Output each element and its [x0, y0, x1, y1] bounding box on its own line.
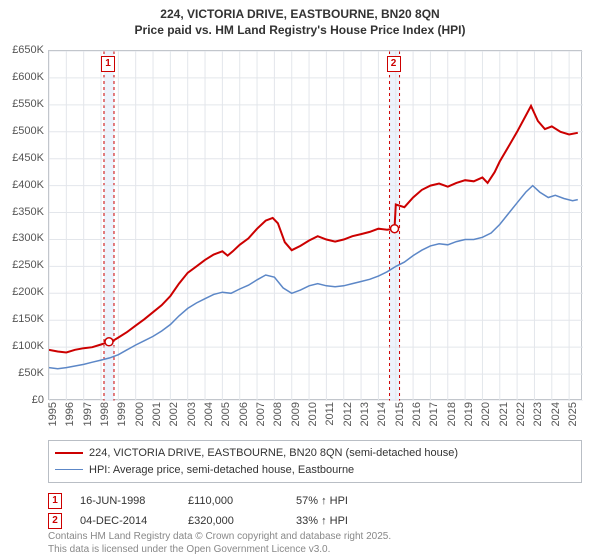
x-tick-label: 2012: [342, 402, 354, 426]
x-tick-label: 2013: [359, 402, 371, 426]
x-tick-label: 2006: [238, 402, 250, 426]
y-tick-label: £450K: [0, 152, 44, 164]
y-tick-label: £100K: [0, 340, 44, 352]
x-tick-label: 2007: [255, 402, 267, 426]
y-tick-label: £400K: [0, 179, 44, 191]
x-tick-label: 2009: [290, 402, 302, 426]
legend-swatch: [55, 452, 83, 454]
y-tick-label: £500K: [0, 125, 44, 137]
x-tick-label: 1996: [64, 402, 76, 426]
x-tick-label: 2011: [324, 402, 336, 426]
legend-box: 224, VICTORIA DRIVE, EASTBOURNE, BN20 8Q…: [48, 440, 582, 483]
legend-row: 224, VICTORIA DRIVE, EASTBOURNE, BN20 8Q…: [55, 445, 575, 462]
plot-border: [48, 50, 582, 400]
y-tick-label: £600K: [0, 71, 44, 83]
x-tick-label: 2004: [203, 402, 215, 426]
footer-line-1: Contains HM Land Registry data © Crown c…: [48, 530, 582, 543]
footer-line-2: This data is licensed under the Open Gov…: [48, 543, 582, 556]
x-tick-label: 2005: [220, 402, 232, 426]
sale-rows: 1 16-JUN-1998 £110,000 57% ↑ HPI 2 04-DEC-201…: [48, 491, 582, 531]
chart-area: £0£50K£100K£150K£200K£250K£300K£350K£400…: [48, 50, 582, 400]
x-tick-label: 2000: [134, 402, 146, 426]
x-tick-label: 1997: [82, 402, 94, 426]
chart-container: 224, VICTORIA DRIVE, EASTBOURNE, BN20 8Q…: [0, 0, 600, 560]
y-tick-label: £200K: [0, 286, 44, 298]
y-tick-label: £250K: [0, 259, 44, 271]
legend-swatch: [55, 469, 83, 470]
y-tick-label: £550K: [0, 98, 44, 110]
x-tick-label: 2014: [376, 402, 388, 426]
x-tick-label: 2021: [498, 402, 510, 426]
sale-marker-box: 1: [48, 493, 62, 509]
title-block: 224, VICTORIA DRIVE, EASTBOURNE, BN20 8Q…: [0, 0, 600, 38]
x-tick-label: 1998: [99, 402, 111, 426]
y-tick-label: £50K: [0, 367, 44, 379]
sale-price: £320,000: [188, 515, 278, 527]
title-line-2: Price paid vs. HM Land Registry's House …: [0, 22, 600, 38]
x-tick-label: 2019: [463, 402, 475, 426]
title-line-1: 224, VICTORIA DRIVE, EASTBOURNE, BN20 8Q…: [0, 6, 600, 22]
x-tick-label: 2003: [186, 402, 198, 426]
chart-svg: [49, 51, 583, 401]
footer-attribution: Contains HM Land Registry data © Crown c…: [48, 530, 582, 556]
x-tick-label: 2024: [550, 402, 562, 426]
y-tick-label: £650K: [0, 44, 44, 56]
x-tick-label: 2025: [567, 402, 579, 426]
y-tick-label: £150K: [0, 313, 44, 325]
x-tick-label: 1995: [47, 402, 59, 426]
sale-row: 2 04-DEC-2014 £320,000 33% ↑ HPI: [48, 511, 582, 531]
legend-label: 224, VICTORIA DRIVE, EASTBOURNE, BN20 8Q…: [89, 445, 458, 462]
sale-date: 04-DEC-2014: [80, 515, 170, 527]
x-tick-label: 2020: [480, 402, 492, 426]
sale-vs-hpi: 33% ↑ HPI: [296, 515, 386, 527]
y-tick-label: £0: [0, 394, 44, 406]
x-tick-label: 2001: [151, 402, 163, 426]
x-tick-label: 2017: [428, 402, 440, 426]
x-tick-label: 2023: [532, 402, 544, 426]
x-tick-label: 2015: [394, 402, 406, 426]
sale-marker-box: 1: [101, 56, 115, 72]
x-tick-label: 2022: [515, 402, 527, 426]
sale-vs-hpi: 57% ↑ HPI: [296, 495, 386, 507]
legend-row: HPI: Average price, semi-detached house,…: [55, 462, 575, 479]
sale-marker-box: 2: [387, 56, 401, 72]
sale-date: 16-JUN-1998: [80, 495, 170, 507]
x-tick-label: 2018: [446, 402, 458, 426]
legend-label: HPI: Average price, semi-detached house,…: [89, 462, 354, 479]
legend-and-sales: 224, VICTORIA DRIVE, EASTBOURNE, BN20 8Q…: [48, 440, 582, 531]
sale-price: £110,000: [188, 495, 278, 507]
sale-marker-box: 2: [48, 513, 62, 529]
sale-row: 1 16-JUN-1998 £110,000 57% ↑ HPI: [48, 491, 582, 511]
x-tick-label: 2016: [411, 402, 423, 426]
x-tick-label: 1999: [116, 402, 128, 426]
x-tick-label: 2010: [307, 402, 319, 426]
y-tick-label: £350K: [0, 206, 44, 218]
x-tick-label: 2002: [168, 402, 180, 426]
x-tick-label: 2008: [272, 402, 284, 426]
y-tick-label: £300K: [0, 232, 44, 244]
